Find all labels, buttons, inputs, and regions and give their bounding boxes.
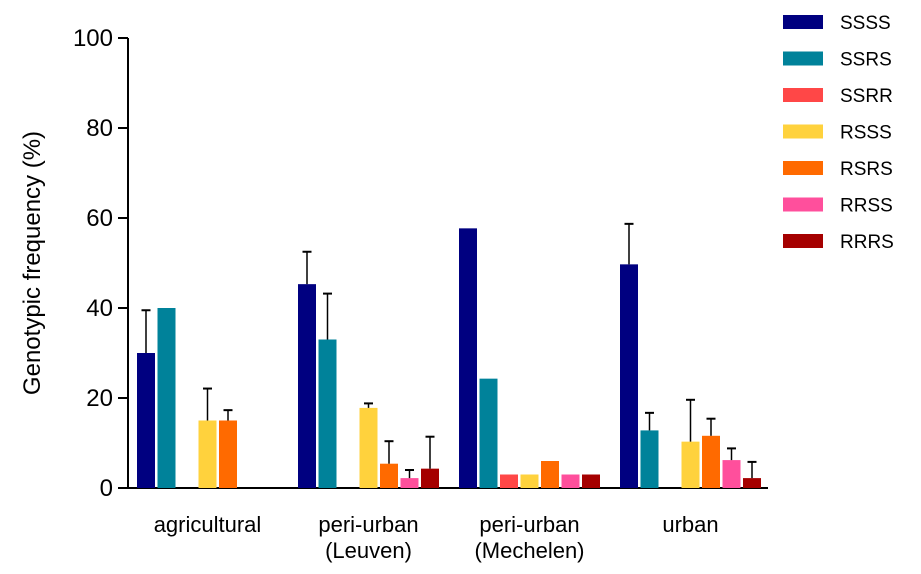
bar-rsrs: [541, 461, 559, 488]
bar-ssss: [298, 284, 316, 488]
legend-swatch-ssss: [783, 15, 823, 29]
bar-ssrs: [157, 308, 176, 488]
legend-label-ssrr: SSRR: [840, 86, 893, 107]
bar-rsss: [520, 474, 539, 488]
bar-rrrs: [582, 474, 600, 488]
legend-label-rrss: RRSS: [840, 196, 893, 217]
legend-label-rsss: RSSS: [840, 123, 892, 144]
legend-swatch-rrss: [783, 197, 823, 212]
bar-ssrs: [479, 378, 498, 488]
y-axis-title: Genotypic frequency (%): [19, 131, 46, 395]
x-tick-label: peri-urban (Mechelen): [474, 512, 584, 563]
bar-rsrs: [380, 463, 398, 488]
bars: [137, 228, 761, 488]
bar-rrrs: [421, 468, 439, 488]
bar-ssss: [137, 353, 155, 488]
bar-ssss: [620, 264, 638, 488]
legend-label-ssss: SSSS: [840, 13, 891, 34]
legend-label-rsrs: RSRS: [840, 159, 893, 180]
bar-rsss: [681, 441, 700, 488]
legend-swatch-ssrr: [783, 88, 823, 102]
bar-rsss: [359, 407, 378, 488]
bar-ssrs: [318, 339, 337, 488]
legend-label-rrrs: RRRS: [840, 232, 894, 253]
bar-ssrs: [640, 430, 659, 488]
legend-swatch-rrrs: [783, 234, 823, 248]
x-tick-label: agricultural: [154, 512, 262, 537]
y-axis: 0 20 40 60 80 100: [73, 25, 129, 502]
y-tick-label: 20: [86, 385, 113, 412]
x-tick-label: peri-urban (Leuven): [318, 512, 418, 563]
x-tick-label: urban: [662, 512, 718, 537]
bar-rrss: [400, 478, 419, 488]
bar-ssrr: [500, 474, 518, 488]
error-bars: [141, 222, 757, 479]
y-tick-label: 100: [73, 25, 113, 52]
legend-swatch-ssrs: [783, 51, 823, 66]
y-tick-label: 0: [100, 475, 113, 502]
y-tick-label: 40: [86, 295, 113, 322]
bar-ssss: [459, 228, 477, 488]
y-tick-label: 80: [86, 115, 113, 142]
bar-rsss: [198, 420, 217, 488]
legend-label-ssrs: SSRS: [840, 50, 892, 71]
legend: SSSS SSRS SSRR RSSS RSRS RRSS RRRS: [783, 13, 894, 253]
bar-rrss: [722, 460, 741, 488]
legend-swatch-rsss: [783, 124, 823, 139]
bar-rsrs: [702, 435, 720, 488]
x-axis: agricultural peri-urban (Leuven) peri-urban…: [128, 487, 768, 563]
bar-rsrs: [219, 420, 237, 488]
legend-swatch-rsrs: [783, 161, 823, 175]
y-tick-label: 60: [86, 205, 113, 232]
bar-rrrs: [743, 478, 761, 488]
bar-rrss: [561, 474, 580, 488]
